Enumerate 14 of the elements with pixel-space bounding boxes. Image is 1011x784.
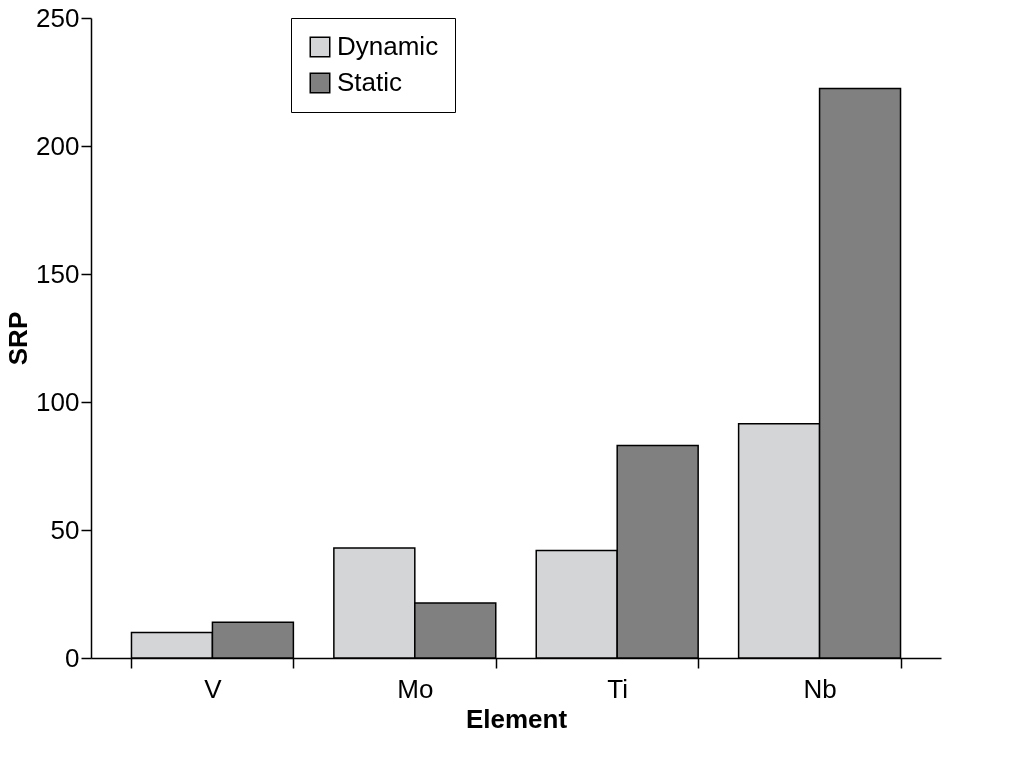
y-tick-label: 250: [36, 2, 80, 33]
x-tick-label: Nb: [803, 673, 837, 704]
y-axis-title: SRP: [3, 311, 34, 366]
x-tick-label: V: [204, 673, 223, 704]
y-tick-label: 50: [50, 514, 80, 545]
x-tick-label: Mo: [397, 673, 434, 704]
x-tick-label: Ti: [607, 673, 629, 704]
x-axis-title: Element: [465, 703, 568, 734]
y-tick-label: 100: [36, 386, 80, 417]
y-tick-label: 150: [36, 258, 80, 289]
y-tick-label: 200: [36, 130, 80, 161]
legend-label: Dynamic: [337, 31, 439, 61]
y-tick-label: 0: [65, 642, 80, 673]
legend-label: Static: [337, 67, 403, 97]
